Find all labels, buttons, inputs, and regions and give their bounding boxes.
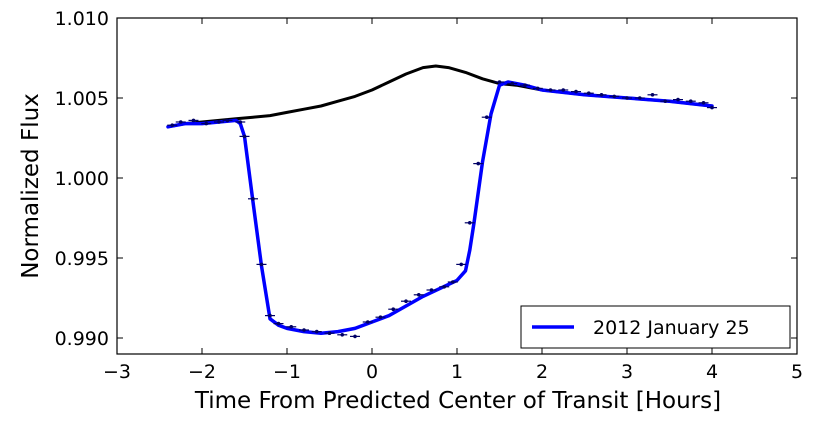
data-point <box>299 328 309 332</box>
plot-frame <box>116 17 798 355</box>
data-point <box>660 99 671 103</box>
data-point <box>175 120 186 124</box>
data-point <box>273 321 284 326</box>
x-tick-label: 1 <box>451 361 463 383</box>
data-point <box>609 94 620 99</box>
data-point <box>311 329 322 334</box>
data-point <box>545 88 556 92</box>
data-point <box>558 88 569 92</box>
data-point <box>532 86 543 91</box>
data-point <box>265 313 275 318</box>
legend: 2012 January 25 <box>520 305 791 349</box>
data-point <box>494 80 505 84</box>
data-point <box>413 293 424 297</box>
data-point <box>401 299 411 304</box>
data-point <box>337 333 348 337</box>
x-tick-label: 5 <box>791 361 803 383</box>
y-axis-label: Normalized Flux <box>18 93 44 279</box>
data-point <box>596 93 607 97</box>
data-point <box>256 262 267 267</box>
data-point <box>473 161 484 166</box>
x-tick-label: −2 <box>188 361 216 383</box>
data-point <box>426 288 437 292</box>
data-point <box>698 101 709 105</box>
y-tick-label: 0.990 <box>55 328 109 350</box>
y-tick-label: 0.995 <box>55 248 109 270</box>
data-point <box>622 96 632 100</box>
x-tick-label: 3 <box>621 361 633 383</box>
data-point <box>286 325 297 329</box>
data-point <box>571 89 581 94</box>
x-tick-label: −1 <box>273 361 301 383</box>
x-axis-label: Time From Predicted Center of Transit [H… <box>194 388 721 414</box>
data-point <box>685 99 696 103</box>
data-point <box>201 121 212 126</box>
x-tick-label: −3 <box>103 361 131 383</box>
data-point <box>222 118 233 123</box>
series-line-model <box>166 64 714 129</box>
y-tick-label: 1.005 <box>55 88 109 110</box>
data-point <box>248 197 258 201</box>
data-point <box>447 280 458 284</box>
data-point <box>167 123 178 127</box>
data-point <box>375 315 386 320</box>
legend-label: 2012 January 25 <box>593 317 750 339</box>
data-point <box>520 83 530 87</box>
x-tick-label: 4 <box>706 361 718 383</box>
data-point <box>350 334 360 339</box>
data-point <box>647 93 658 97</box>
data-point <box>464 221 475 225</box>
data-point <box>673 97 683 102</box>
data-point <box>214 120 224 124</box>
axes-layer: −3 −2 −1 0 1 2 3 4 5 0.990 0.995 1.000 1.005 1.010 <box>55 8 803 383</box>
data-point <box>481 115 492 119</box>
data-point <box>324 331 335 336</box>
data-point <box>507 81 518 86</box>
x-tick-label: 2 <box>536 361 548 383</box>
data-point <box>456 262 467 267</box>
data-point <box>188 118 199 123</box>
y-tick-label: 1.010 <box>55 8 109 30</box>
plot-layer <box>166 64 717 339</box>
data-point <box>583 91 594 95</box>
data-point <box>388 307 399 312</box>
data-point <box>239 134 250 139</box>
data-point <box>707 105 717 110</box>
x-tick-label: 0 <box>366 361 378 383</box>
data-point <box>362 320 373 324</box>
series-line-2012-january-25 <box>166 80 714 335</box>
data-point <box>439 285 450 289</box>
data-point <box>634 96 645 100</box>
data-point <box>235 120 246 124</box>
y-tick-label: 1.000 <box>55 168 109 190</box>
